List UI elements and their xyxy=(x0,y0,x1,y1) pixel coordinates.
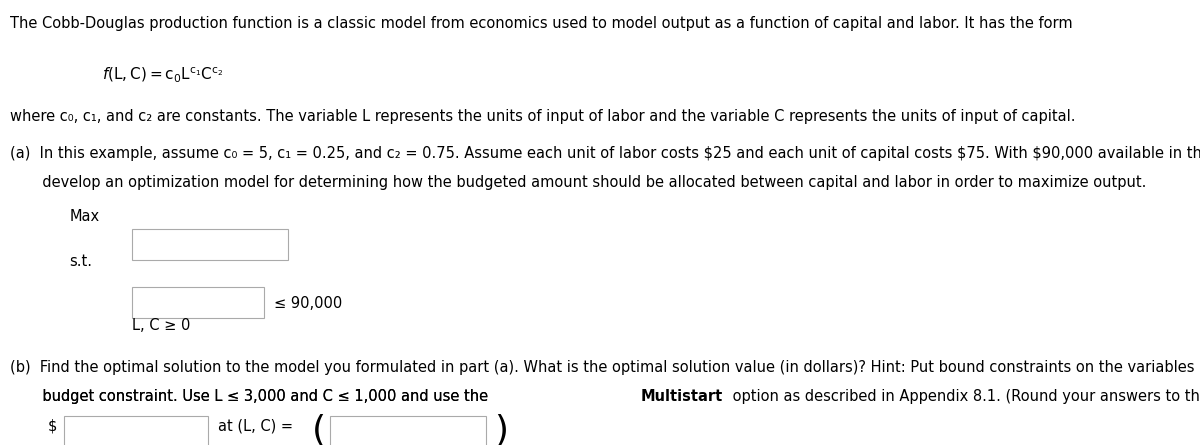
FancyBboxPatch shape xyxy=(132,287,264,318)
Text: at (L, C) =: at (L, C) = xyxy=(218,418,293,433)
Text: where c₀, c₁, and c₂ are constants. The variable L represents the units of input: where c₀, c₁, and c₂ are constants. The … xyxy=(10,109,1075,124)
Text: (a)  In this example, assume c₀ = 5, c₁ = 0.25, and c₂ = 0.75. Assume each unit : (a) In this example, assume c₀ = 5, c₁ =… xyxy=(10,146,1200,161)
Text: ): ) xyxy=(494,414,509,445)
Text: The Cobb-Douglas production function is a classic model from economics used to m: The Cobb-Douglas production function is … xyxy=(10,16,1073,31)
Text: s.t.: s.t. xyxy=(70,254,92,269)
Text: L, C ≥ 0: L, C ≥ 0 xyxy=(132,318,191,333)
Text: budget constraint. Use L ≤ 3,000 and C ≤ 1,000 and use the: budget constraint. Use L ≤ 3,000 and C ≤… xyxy=(10,389,492,405)
Text: budget constraint. Use L ≤ 3,000 and C ≤ 1,000 and use the: budget constraint. Use L ≤ 3,000 and C ≤… xyxy=(10,389,492,405)
Text: (: ( xyxy=(312,414,326,445)
Text: (b)  Find the optimal solution to the model you formulated in part (a). What is : (b) Find the optimal solution to the mod… xyxy=(10,360,1200,376)
Text: Multistart: Multistart xyxy=(640,389,722,405)
FancyBboxPatch shape xyxy=(64,416,208,445)
Text: option as described in Appendix 8.1. (Round your answers to the nearest integer : option as described in Appendix 8.1. (Ro… xyxy=(728,389,1200,405)
Text: $\it{f}$$\rm{(L, C) = }$$\rm{c_0 L^{c_1} C^{c_2}}$: $\it{f}$$\rm{(L, C) = }$$\rm{c_0 L^{c_1}… xyxy=(102,65,223,84)
Text: ≤ 90,000: ≤ 90,000 xyxy=(274,296,342,311)
Text: Max: Max xyxy=(70,209,100,224)
Text: $: $ xyxy=(48,418,58,433)
FancyBboxPatch shape xyxy=(132,229,288,260)
FancyBboxPatch shape xyxy=(330,416,486,445)
Text: develop an optimization model for determining how the budgeted amount should be : develop an optimization model for determ… xyxy=(10,175,1146,190)
